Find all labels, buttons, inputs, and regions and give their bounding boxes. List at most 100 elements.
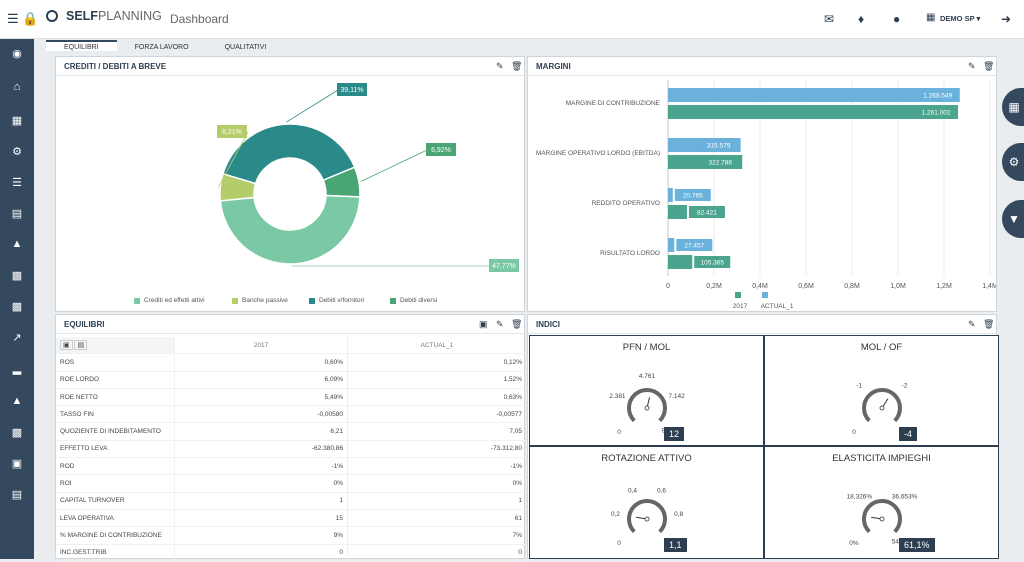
cell-2017: -1% [175,458,348,475]
gauge-tick-label: 0,4 [628,487,637,494]
bar[interactable] [668,255,692,269]
x-tick-label: 1,4M [982,283,996,290]
panel-title: EQUILIBRI [64,320,104,329]
legend-swatch [134,298,140,304]
edit-icon[interactable]: ✎ [496,319,504,330]
y-tick-label: MARGINE OPERATIVO LORDO (EBITDA) [536,150,660,157]
gauge-hub [880,517,884,521]
tab-qualitativi[interactable]: QUALITATIVI [207,40,285,51]
trash-icon[interactable]: 🗑 [511,319,522,330]
bank-icon[interactable]: ▲ [0,238,34,250]
table-row[interactable]: EFFETTO LEVA-62.380,86-73.312,80 [56,440,526,457]
bar[interactable] [668,105,958,119]
bar[interactable] [668,188,673,202]
trash-icon[interactable]: 🗑 [983,61,994,72]
table-header-row: ▣ ▤ 2017 ACTUAL_1 [56,337,526,354]
cell-actual: 7,05 [347,423,526,440]
legend-item[interactable]: Debiti v/fornitori [309,297,364,304]
gauge-tick-label: 0% [849,540,859,547]
cell-2017: 6,09% [175,371,348,388]
cell-actual: -73.312,80 [347,440,526,457]
gauge-tick-label: -1 [856,382,862,389]
data-label: 20.765 [683,193,703,200]
panel-indici: INDICI ✎ 🗑 PFN / MOL02.3814.7617.1429.52… [527,314,997,559]
legend-swatch [232,298,238,304]
bar[interactable] [668,238,674,252]
bar[interactable] [668,205,687,219]
legend-item[interactable]: Banche passive [232,297,288,304]
document-icon[interactable]: ▤ [0,488,34,501]
warning-icon[interactable]: ▲ [0,395,34,407]
home-icon[interactable]: ⌂ [0,81,34,93]
list-icon[interactable]: ☰ [0,176,34,189]
settings-icon[interactable]: ⚙ [0,145,34,158]
building-icon[interactable]: ▦ [926,12,935,23]
save-icon[interactable]: ▣ [0,457,34,470]
mail-icon[interactable]: ✉ [824,12,834,26]
gauge-card: ELASTICITA IMPIEGHI0%18,326%36,653%54,97… [764,446,999,559]
bell-icon[interactable]: ♦ [858,12,864,26]
legend-label[interactable]: 2017 [733,303,748,310]
legend-item[interactable]: Crediti ed effetti attivi [134,297,205,304]
brand-bold: SELF [66,9,98,23]
copy-icon[interactable]: ▣ [60,340,73,350]
image-icon[interactable]: ▣ [479,319,488,330]
table-row[interactable]: ROD-1%-1% [56,458,526,475]
panel-title: CREDITI / DEBITI A BREVE [64,62,166,71]
y-tick-label: RISULTATO LORDO [600,250,660,257]
gauge-arc [629,390,665,421]
tab-equilibri[interactable]: EQUILIBRI [46,40,117,51]
panel-header: CREDITI / DEBITI A BREVE ✎ 🗑 [56,57,524,76]
case-icon[interactable]: ▩ [0,426,34,439]
x-tick-label: 0,8M [844,283,860,290]
menu-list-icon[interactable]: ☰ [7,11,19,27]
trend-icon[interactable]: ↗ [0,331,34,344]
export-icon[interactable]: ▤ [74,340,87,350]
tab-forza-lavoro[interactable]: FORZA LAVORO [117,40,207,51]
briefcase-icon[interactable]: ▩ [0,269,34,282]
table-row[interactable]: TASSO FIN-0,00580-0,00577 [56,406,526,423]
donut-chart: 39,11%6,92%47,77%6,21% [56,76,524,312]
logout-icon[interactable]: ➜ [1001,12,1011,26]
legend-swatch [309,298,315,304]
user-icon[interactable]: ● [893,12,900,26]
trash-icon[interactable]: 🗑 [511,61,522,72]
legend-item[interactable]: Debiti diversi [390,297,437,304]
clipboard-icon[interactable]: ▤ [0,207,34,220]
cell-actual: 1,52% [347,371,526,388]
widgets-icon[interactable]: ▦ [0,114,34,127]
filter-button[interactable]: ▼ [1002,200,1024,238]
bar[interactable] [668,88,960,102]
x-tick-label: 1,2M [936,283,952,290]
gauge-value: -4 [899,427,917,441]
edit-icon[interactable]: ✎ [968,319,976,330]
settings-gear-button[interactable]: ⚙ [1002,143,1024,181]
gauge-tick-label: 0,2 [611,511,620,518]
apps-grid-button[interactable]: ▦ [1002,88,1024,126]
lock-icon[interactable]: 🔒 [22,11,38,27]
donut-slice[interactable] [220,196,360,264]
data-label: 6,92% [431,147,451,154]
legend-label[interactable]: ACTUAL_1 [761,303,794,310]
bar-chart-icon[interactable]: ▂ [0,362,34,375]
data-label: 82.421 [697,210,717,217]
trash-icon[interactable]: 🗑 [983,319,994,330]
user-menu[interactable]: DEMO SP ▾ [940,14,980,23]
cell-actual: -1% [347,458,526,475]
edit-icon[interactable]: ✎ [968,61,976,72]
edit-icon[interactable]: ✎ [496,61,504,72]
panel-title: MARGINI [536,62,571,71]
dashboard-icon[interactable]: ◉ [0,47,34,60]
toolbox-icon[interactable]: ▩ [0,300,34,313]
